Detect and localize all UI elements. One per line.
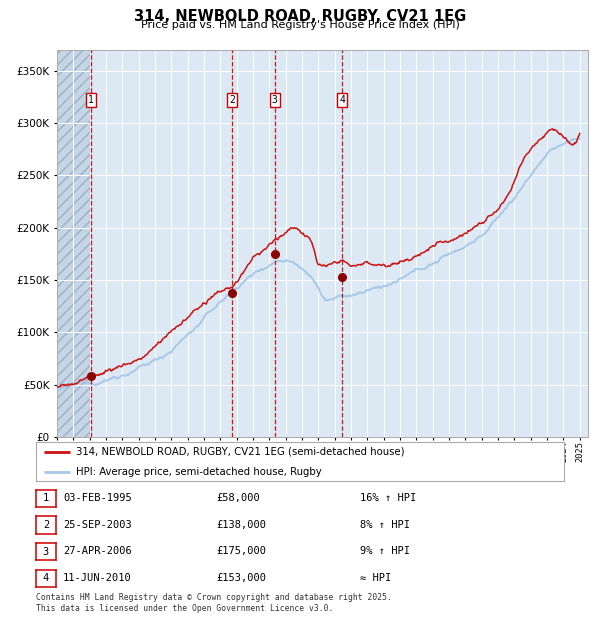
Text: 1: 1 <box>88 95 94 105</box>
Text: 4: 4 <box>339 95 345 105</box>
Text: 2: 2 <box>43 520 49 530</box>
Text: Contains HM Land Registry data © Crown copyright and database right 2025.
This d: Contains HM Land Registry data © Crown c… <box>36 593 392 613</box>
Text: 2: 2 <box>229 95 235 105</box>
Text: 27-APR-2006: 27-APR-2006 <box>63 546 132 557</box>
Text: £175,000: £175,000 <box>216 546 266 557</box>
Text: ≈ HPI: ≈ HPI <box>360 573 391 583</box>
Text: 9% ↑ HPI: 9% ↑ HPI <box>360 546 410 557</box>
Text: 3: 3 <box>272 95 278 105</box>
Text: 3: 3 <box>43 547 49 557</box>
Text: 1: 1 <box>43 494 49 503</box>
Text: 16% ↑ HPI: 16% ↑ HPI <box>360 493 416 503</box>
Text: 11-JUN-2010: 11-JUN-2010 <box>63 573 132 583</box>
Text: 314, NEWBOLD ROAD, RUGBY, CV21 1EG: 314, NEWBOLD ROAD, RUGBY, CV21 1EG <box>134 9 466 24</box>
Text: 03-FEB-1995: 03-FEB-1995 <box>63 493 132 503</box>
Text: 4: 4 <box>43 574 49 583</box>
Text: 8% ↑ HPI: 8% ↑ HPI <box>360 520 410 530</box>
Text: £153,000: £153,000 <box>216 573 266 583</box>
Text: £138,000: £138,000 <box>216 520 266 530</box>
Polygon shape <box>57 50 91 437</box>
Text: HPI: Average price, semi-detached house, Rugby: HPI: Average price, semi-detached house,… <box>76 467 322 477</box>
Text: Price paid vs. HM Land Registry's House Price Index (HPI): Price paid vs. HM Land Registry's House … <box>140 20 460 30</box>
Text: 25-SEP-2003: 25-SEP-2003 <box>63 520 132 530</box>
Text: £58,000: £58,000 <box>216 493 260 503</box>
Text: 314, NEWBOLD ROAD, RUGBY, CV21 1EG (semi-detached house): 314, NEWBOLD ROAD, RUGBY, CV21 1EG (semi… <box>76 446 404 457</box>
